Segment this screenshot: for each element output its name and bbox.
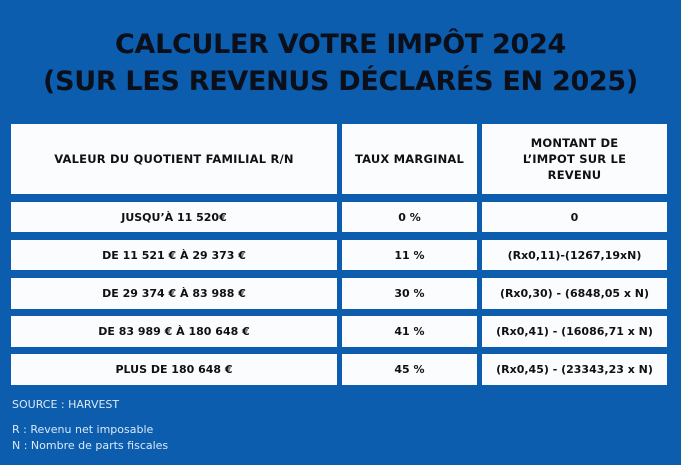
- formula-text: (Rx0,30) - (6848,05 x N): [499, 287, 650, 300]
- header-montant: MONTANT DE L’IMPOT SUR LE REVENU: [482, 124, 667, 194]
- header-quotient: VALEUR DU QUOTIENT FAMILIAL R/N: [11, 124, 337, 194]
- table-row-4-formula: (Rx0,45) - (23343,23 x N): [482, 354, 667, 385]
- legend-n: N : Nombre de parts fiscales: [12, 439, 169, 452]
- table-row-3-bracket: DE 83 989 € À 180 648 €: [11, 316, 337, 347]
- table-row-0-formula: 0: [482, 202, 667, 232]
- formula-text: (Rx0,45) - (23343,23 x N): [496, 363, 653, 376]
- rate-text: 45 %: [394, 363, 425, 376]
- table-row-1-rate: 11 %: [342, 240, 477, 270]
- bracket-text: PLUS DE 180 648 €: [115, 363, 233, 376]
- table-row-0-bracket: JUSQU’À 11 520€: [11, 202, 337, 232]
- bracket-text: JUSQU’À 11 520€: [121, 210, 227, 224]
- page-title: CALCULER VOTRE IMPÔT 2024 (SUR LES REVEN…: [0, 26, 681, 100]
- table-row-2-formula: (Rx0,30) - (6848,05 x N): [482, 278, 667, 309]
- rate-text: 41 %: [394, 325, 425, 338]
- legend-r: R : Revenu net imposable: [12, 423, 154, 436]
- formula-text: 0: [570, 210, 579, 224]
- source-note: SOURCE : HARVEST: [12, 398, 120, 411]
- table-row-3-rate: 41 %: [342, 316, 477, 347]
- rate-text: 30 %: [394, 287, 425, 300]
- table-row-3-formula: (Rx0,41) - (16086,71 x N): [482, 316, 667, 347]
- rate-text: 11 %: [394, 248, 425, 262]
- table-row-4-bracket: PLUS DE 180 648 €: [11, 354, 337, 385]
- bracket-text: DE 29 374 € À 83 988 €: [102, 287, 246, 300]
- table-row-1-formula: (Rx0,11)-(1267,19xN): [482, 240, 667, 270]
- bracket-text: DE 83 989 € À 180 648 €: [98, 325, 250, 338]
- formula-text: (Rx0,41) - (16086,71 x N): [496, 325, 653, 338]
- header-taux-label: TAUX MARGINAL: [354, 152, 465, 166]
- title-line-1: CALCULER VOTRE IMPÔT 2024: [114, 29, 567, 60]
- rate-text: 0 %: [398, 210, 421, 224]
- table-row-0-rate: 0 %: [342, 202, 477, 232]
- title-line-2: (SUR LES REVENUS DÉCLARÉS EN 2025): [43, 66, 638, 97]
- table-row-2-rate: 30 %: [342, 278, 477, 309]
- table-row-4-rate: 45 %: [342, 354, 477, 385]
- formula-text: (Rx0,11)-(1267,19xN): [507, 248, 642, 262]
- header-quotient-label: VALEUR DU QUOTIENT FAMILIAL R/N: [54, 152, 294, 166]
- table-row-1-bracket: DE 11 521 € À 29 373 €: [11, 240, 337, 270]
- table-row-2-bracket: DE 29 374 € À 83 988 €: [11, 278, 337, 309]
- bracket-text: DE 11 521 € À 29 373 €: [102, 248, 246, 262]
- header-montant-label: MONTANT DE L’IMPOT SUR LE REVENU: [522, 136, 627, 182]
- header-taux: TAUX MARGINAL: [342, 124, 477, 194]
